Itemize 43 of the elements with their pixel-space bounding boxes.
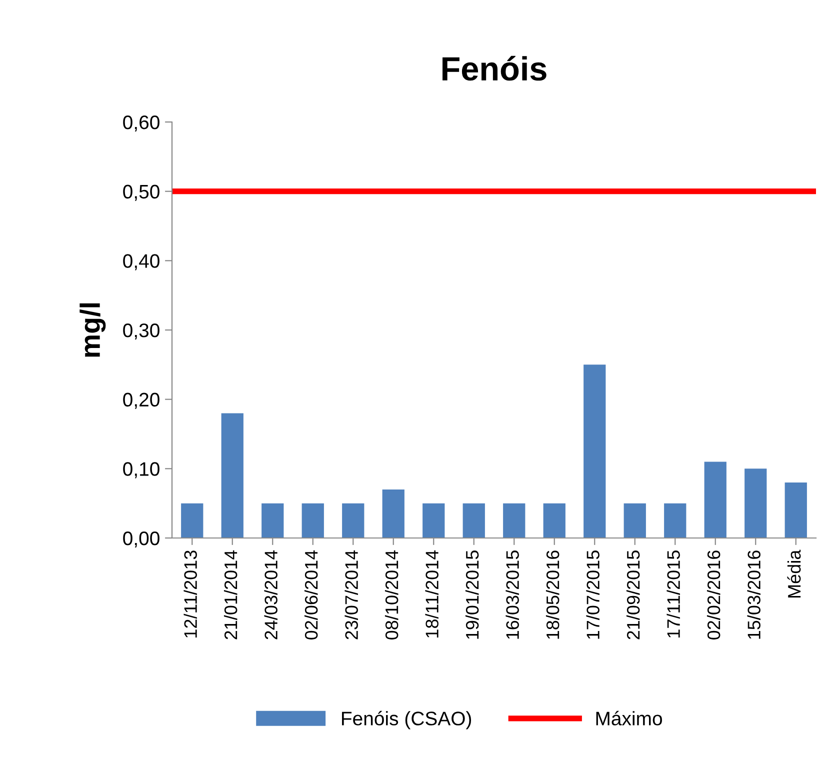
bar: [382, 489, 404, 538]
x-tick-label: Média: [787, 550, 801, 598]
x-tick-label: 08/10/2014: [384, 550, 398, 640]
bar: [221, 413, 244, 538]
bar: [503, 503, 526, 538]
bar: [422, 503, 445, 538]
legend-label: Fenóis (CSAO): [342, 710, 472, 730]
bar: [744, 468, 767, 538]
x-tick-label: 12/11/2013: [184, 550, 197, 638]
x-tick-label: 17/07/2015: [586, 550, 600, 639]
bar: [302, 503, 324, 538]
bar: [624, 503, 646, 538]
x-tick-label: 21/01/2014: [224, 550, 238, 640]
bar: [262, 503, 284, 538]
legend-label: Máximo: [596, 710, 662, 726]
x-tick-label: 15/03/2016: [747, 550, 760, 639]
bar: [543, 503, 566, 538]
y-tick-label: 0,60: [123, 115, 160, 132]
bar: [462, 503, 485, 538]
bar: [784, 482, 807, 538]
bar: [181, 503, 204, 538]
bar: [584, 364, 606, 538]
x-tick-label: 02/06/2014: [304, 550, 318, 640]
x-tick-label: 19/01/2015: [465, 550, 479, 639]
y-tick-label: 0,50: [123, 184, 160, 201]
x-tick-label: 16/03/2015: [506, 550, 519, 639]
x-tick-label: 18/05/2016: [546, 550, 560, 639]
x-tick-label: 24/03/2014: [264, 550, 278, 640]
y-tick-label: 0,20: [123, 392, 160, 409]
x-tick-label: 17/11/2015: [666, 550, 680, 638]
y-tick-label: 0,00: [123, 531, 160, 548]
bar: [704, 462, 726, 538]
chart-title: Fenóis: [442, 56, 546, 81]
y-tick-label: 0,30: [123, 323, 160, 340]
bar: [342, 503, 364, 538]
x-tick-label: 21/09/2015: [626, 550, 640, 640]
x-tick-label: 23/07/2014: [344, 550, 358, 640]
y-axis-title: mg/l: [80, 303, 106, 357]
y-tick-label: 0,40: [123, 254, 160, 270]
y-tick-label: 0,10: [123, 462, 160, 478]
x-tick-label: 18/11/2014: [425, 550, 438, 638]
bar: [664, 503, 686, 538]
x-tick-label: 02/02/2016: [706, 550, 720, 640]
